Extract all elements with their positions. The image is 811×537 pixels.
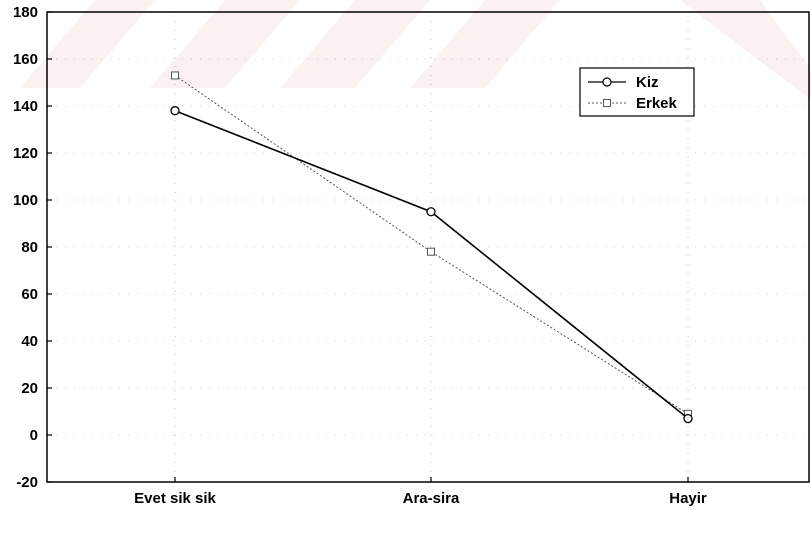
series-line-erkek [174,75,689,415]
y-tick-label: 80 [21,239,38,256]
legend-label-erkek: Erkek [636,95,678,112]
x-tick-label: Ara-sira [403,490,460,507]
watermark-stripe [410,0,560,88]
y-tick-label: 160 [13,51,38,68]
x-axis: Evet sik sik Ara-sira Hayir [134,477,707,507]
y-tick-label: 120 [13,145,38,162]
data-point-erkek [171,71,179,80]
y-tick-label: -20 [16,474,38,491]
series-line-kiz [174,109,689,420]
y-tick-label: 20 [21,380,38,397]
legend-marker-erkek [603,99,611,107]
data-point-erkek [427,247,435,256]
legend: Kiz Erkek [579,67,695,117]
legend-marker-kiz [602,77,612,87]
y-tick-label: 0 [30,427,38,444]
y-tick-label: 40 [21,333,38,350]
data-point-kiz [170,106,180,116]
watermark-stripe [280,0,430,88]
x-tick-label: Evet sik sik [134,490,216,507]
y-tick-label: 180 [13,4,38,21]
watermark-stripe [150,0,300,88]
watermark-stripes [20,0,811,100]
x-tick-label: Hayir [669,490,707,507]
data-point-kiz [426,207,436,217]
watermark-stripe [680,0,811,100]
series-layer [170,71,693,424]
grid-lines [47,12,809,482]
y-tick-label: 100 [13,192,38,209]
y-tick-label: 140 [13,98,38,115]
y-axis: -20 0 20 40 60 80 100 120 140 160 180 [13,4,52,491]
data-point-kiz [683,413,693,424]
watermark-stripe [20,0,155,88]
legend-label-kiz: Kiz [636,74,659,91]
y-tick-label: 60 [21,286,38,303]
legend-box [579,67,695,117]
